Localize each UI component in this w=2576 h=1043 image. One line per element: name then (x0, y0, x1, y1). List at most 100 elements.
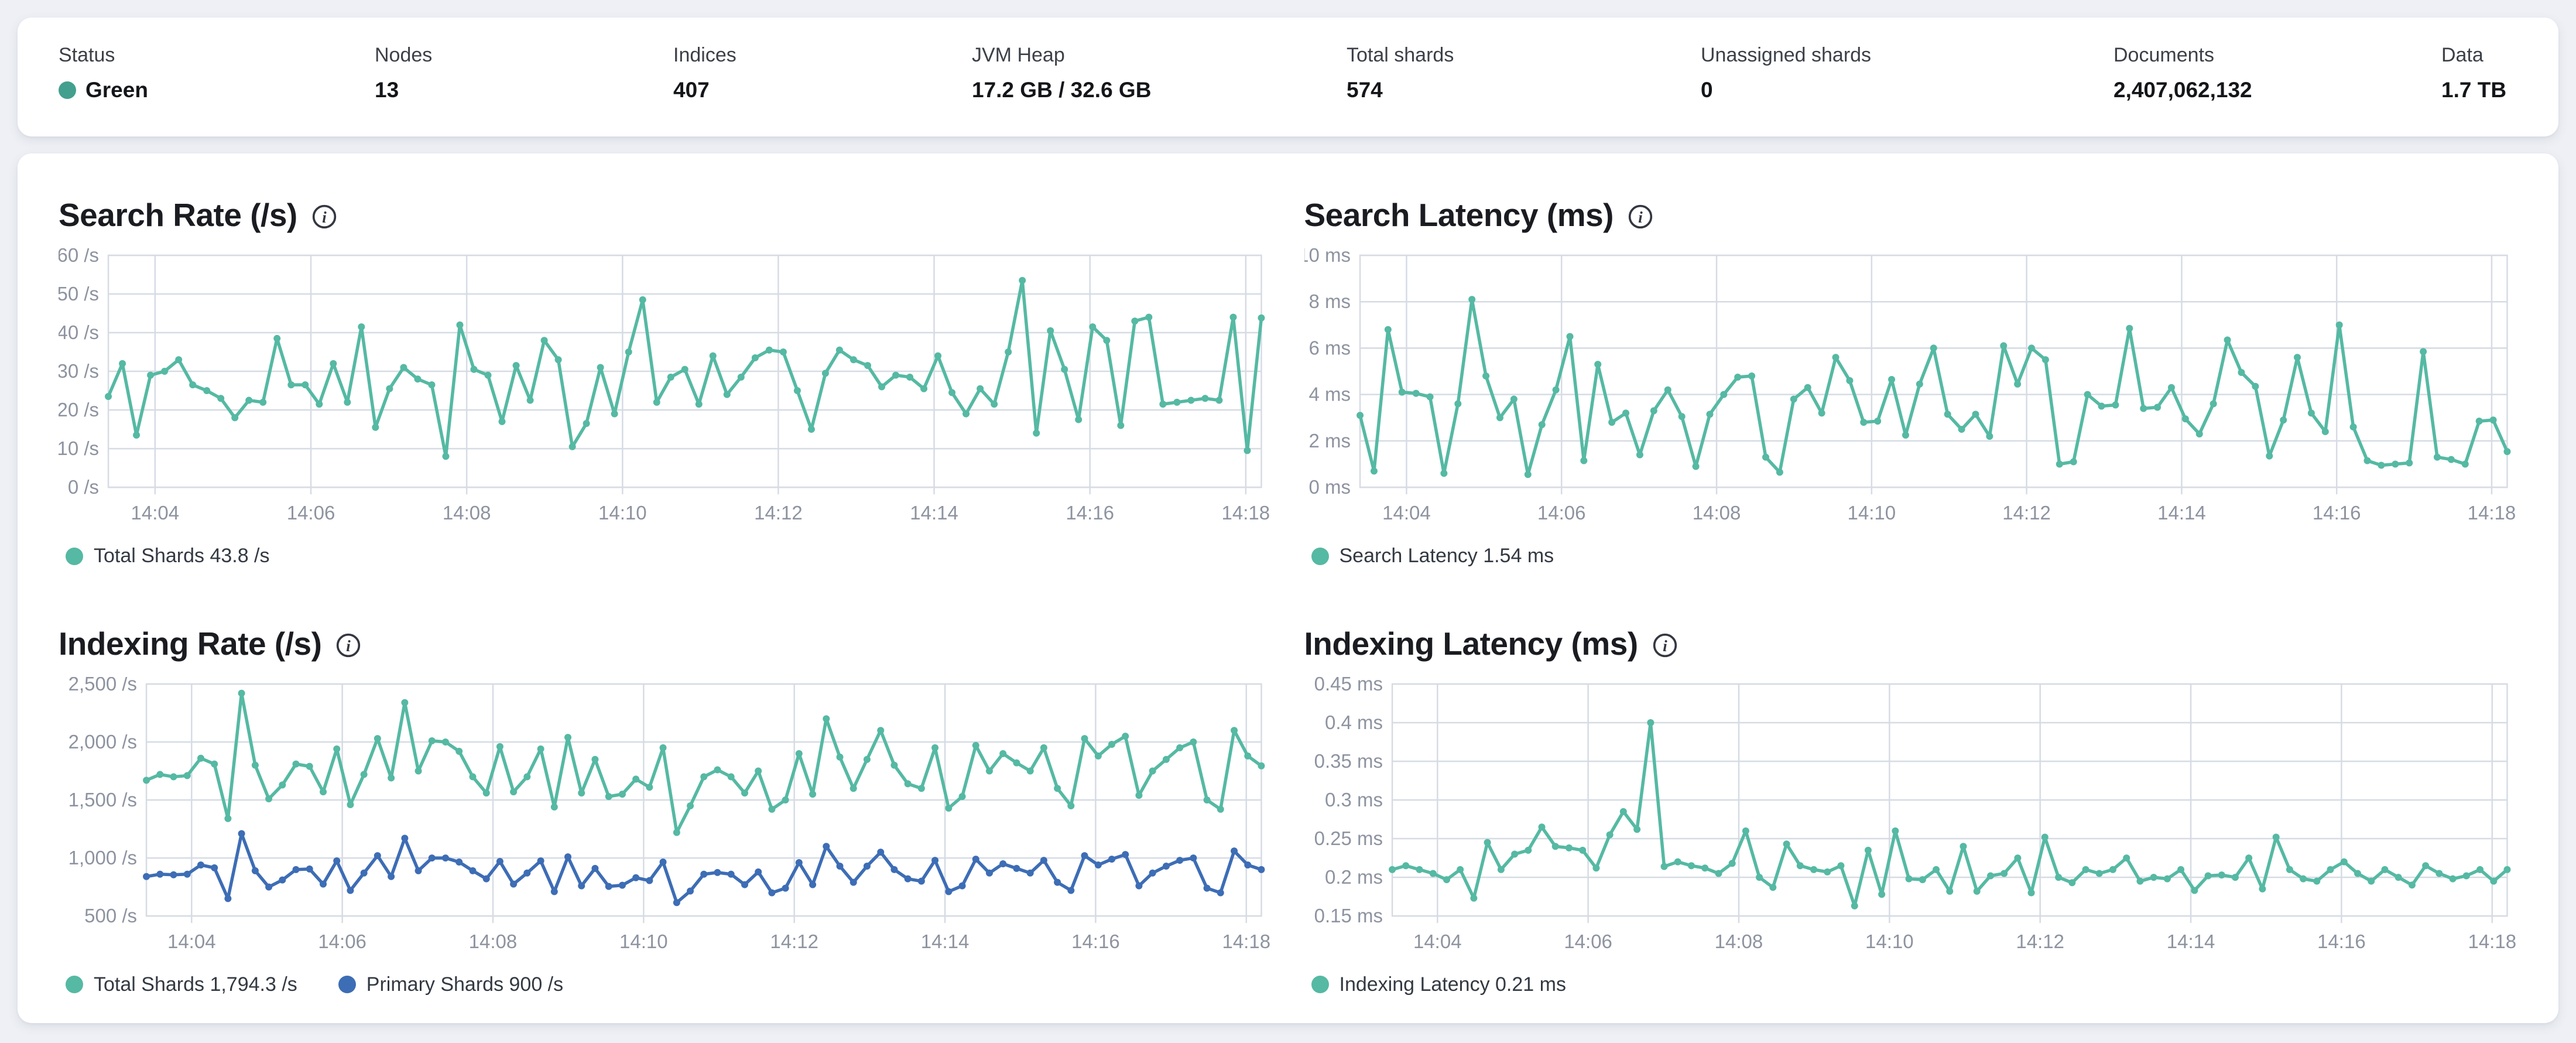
svg-text:0.3 ms: 0.3 ms (1325, 789, 1383, 811)
svg-text:14:08: 14:08 (1692, 502, 1741, 524)
svg-text:14:14: 14:14 (921, 931, 970, 952)
svg-text:6 ms: 6 ms (1308, 337, 1351, 358)
svg-text:60 /s: 60 /s (59, 248, 99, 266)
legend-dot (1311, 976, 1329, 994)
svg-text:14:12: 14:12 (754, 502, 803, 524)
svg-text:14:18: 14:18 (2468, 931, 2516, 952)
info-icon[interactable]: i (311, 204, 337, 230)
svg-text:500 /s: 500 /s (84, 905, 137, 926)
svg-text:14:10: 14:10 (619, 931, 668, 952)
svg-text:0.2 ms: 0.2 ms (1325, 866, 1383, 888)
legend-label: Total Shards 43.8 /s (94, 545, 270, 567)
svg-text:14:16: 14:16 (1066, 502, 1114, 524)
indexing-rate-plot[interactable]: 500 /s 1,000 /s 1,500 /s 2,000 /s 2,500 /s 14… (59, 677, 1272, 970)
stat-nodes-label: Nodes (375, 44, 433, 66)
indexing-latency-plot[interactable]: 0.15 ms 0.2 ms 0.25 ms 0.3 ms 0.35 ms 0.4 ms 0… (1304, 677, 2518, 970)
stat-unassigned-shards-value: 0 (1701, 77, 1713, 102)
svg-text:0 /s: 0 /s (68, 476, 99, 498)
legend-dot (1311, 547, 1329, 565)
svg-text:i: i (1638, 208, 1643, 226)
svg-text:1,500 /s: 1,500 /s (68, 789, 137, 811)
stat-data: Data 1.7 TB (2441, 43, 2558, 102)
stat-indices: Indices 407 (673, 43, 972, 102)
svg-text:14:18: 14:18 (1222, 931, 1270, 952)
info-icon[interactable]: i (335, 632, 361, 658)
legend-search-latency[interactable]: Search Latency 1.54 ms (1311, 545, 1554, 567)
cluster-status-bar: Status Green Nodes 13 Indices 407 JVM He… (18, 18, 2558, 136)
svg-text:10 ms: 10 ms (1304, 248, 1351, 266)
stat-jvm-heap-label: JVM Heap (972, 44, 1065, 66)
svg-text:2,500 /s: 2,500 /s (68, 677, 137, 695)
svg-text:14:06: 14:06 (287, 502, 335, 524)
svg-text:14:06: 14:06 (318, 931, 366, 952)
stat-documents-label: Documents (2113, 44, 2214, 66)
legend-total-shards[interactable]: Total Shards 1,794.3 /s (66, 973, 297, 996)
svg-text:0.35 ms: 0.35 ms (1314, 750, 1382, 772)
svg-text:14:04: 14:04 (131, 502, 180, 524)
svg-text:14:04: 14:04 (1382, 502, 1431, 524)
legend-indexing-latency[interactable]: Indexing Latency 0.21 ms (1311, 973, 1566, 996)
stat-data-value: 1.7 TB (2441, 77, 2507, 102)
svg-text:14:10: 14:10 (1847, 502, 1896, 524)
search-rate-chart: Search Rate (/s) i 0 /s 10 /s 20 /s 30 /s 40… (59, 194, 1272, 595)
svg-text:2,000 /s: 2,000 /s (68, 731, 137, 753)
svg-text:8 ms: 8 ms (1308, 290, 1351, 312)
svg-text:0.25 ms: 0.25 ms (1314, 827, 1382, 849)
info-icon[interactable]: i (1628, 204, 1653, 230)
stat-indices-label: Indices (673, 44, 737, 66)
search-rate-plot[interactable]: 0 /s 10 /s 20 /s 30 /s 40 /s 50 /s 60 /s 14:04 1… (59, 248, 1272, 541)
svg-text:14:14: 14:14 (2157, 502, 2206, 524)
svg-text:14:12: 14:12 (2016, 931, 2064, 952)
svg-text:4 ms: 4 ms (1308, 384, 1351, 405)
stat-indices-value: 407 (673, 77, 710, 102)
svg-text:0.4 ms: 0.4 ms (1325, 712, 1383, 733)
svg-text:14:08: 14:08 (469, 931, 518, 952)
search-latency-plot[interactable]: 0 ms 2 ms 4 ms 6 ms 8 ms 10 ms 14:04 14:06 14:08… (1304, 248, 2518, 541)
stat-status: Status Green (59, 43, 375, 102)
search-latency-chart: Search Latency (ms) i 0 ms 2 ms 4 ms 6 ms 8 … (1304, 194, 2518, 595)
svg-text:14:12: 14:12 (2002, 502, 2051, 524)
stat-total-shards-label: Total shards (1347, 44, 1454, 66)
svg-text:14:10: 14:10 (598, 502, 647, 524)
legend-label: Primary Shards 900 /s (366, 973, 564, 996)
svg-text:14:04: 14:04 (167, 931, 216, 952)
legend-primary-shards[interactable]: Primary Shards 900 /s (338, 973, 563, 996)
stat-documents-value: 2,407,062,132 (2113, 77, 2252, 102)
svg-text:14:16: 14:16 (2312, 502, 2361, 524)
stat-data-label: Data (2441, 44, 2483, 66)
legend-label: Indexing Latency 0.21 ms (1339, 973, 1566, 996)
svg-text:14:16: 14:16 (1071, 931, 1120, 952)
stat-status-label: Status (59, 44, 115, 66)
metrics-panel: Search Rate (/s) i 0 /s 10 /s 20 /s 30 /s 40… (18, 153, 2558, 1023)
svg-text:14:08: 14:08 (443, 502, 491, 524)
svg-text:10 /s: 10 /s (59, 437, 99, 459)
info-icon[interactable]: i (1652, 632, 1678, 658)
stat-unassigned-shards-label: Unassigned shards (1701, 44, 1872, 66)
svg-text:14:14: 14:14 (910, 502, 958, 524)
legend-dot (66, 976, 83, 994)
indexing-latency-title: Indexing Latency (ms) (1304, 625, 1639, 662)
svg-text:14:06: 14:06 (1564, 931, 1612, 952)
svg-text:20 /s: 20 /s (59, 399, 99, 420)
svg-text:i: i (322, 208, 327, 226)
legend-label: Total Shards 1,794.3 /s (94, 973, 297, 996)
svg-text:14:08: 14:08 (1714, 931, 1763, 952)
svg-text:0.15 ms: 0.15 ms (1314, 905, 1382, 926)
svg-text:14:16: 14:16 (2317, 931, 2366, 952)
svg-text:0.45 ms: 0.45 ms (1314, 677, 1382, 695)
health-status-dot (59, 81, 76, 99)
svg-text:14:12: 14:12 (770, 931, 818, 952)
svg-text:0 ms: 0 ms (1308, 476, 1351, 498)
stat-nodes-value: 13 (375, 77, 399, 102)
stat-unassigned-shards: Unassigned shards 0 (1701, 43, 2113, 102)
legend-dot (66, 547, 83, 565)
svg-text:50 /s: 50 /s (59, 283, 99, 305)
svg-text:30 /s: 30 /s (59, 360, 99, 382)
svg-text:i: i (1663, 637, 1667, 655)
svg-text:14:14: 14:14 (2166, 931, 2215, 952)
indexing-rate-title: Indexing Rate (/s) (59, 625, 322, 662)
legend-total-shards[interactable]: Total Shards 43.8 /s (66, 545, 270, 567)
stat-status-value: Green (85, 77, 148, 102)
stat-jvm-heap: JVM Heap 17.2 GB / 32.6 GB (972, 43, 1347, 102)
indexing-rate-chart: Indexing Rate (/s) i 500 /s 1,000 /s 1,500… (59, 623, 1272, 1024)
